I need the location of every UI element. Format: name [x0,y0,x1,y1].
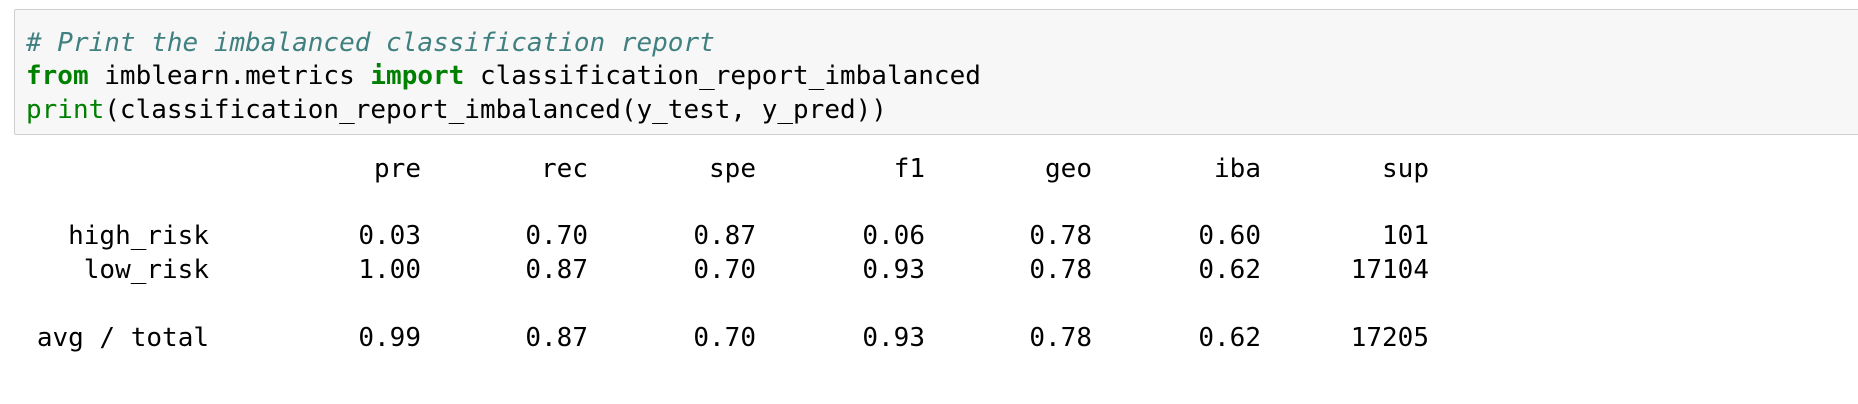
code-comment: # Print the imbalanced classification re… [26,28,715,58]
value-geo: 0.78 [1029,221,1092,251]
value-f1: 0.93 [862,255,925,285]
value-rec: 0.87 [525,323,588,353]
value-spe: 0.70 [693,255,756,285]
imported-name: classification_report_imbalanced [464,61,981,91]
value-iba: 0.60 [1198,221,1261,251]
report-row-avg-total: avg / total 0.99 0.87 0.70 0.93 0.78 0.6… [26,321,1429,355]
report-header-row: pre rec spe f1 geo iba sup [26,152,1429,186]
value-pre: 0.03 [358,221,421,251]
code-line-comment: # Print the imbalanced classification re… [26,26,715,60]
header-sup: sup [1382,154,1429,184]
header-pre: pre [374,154,421,184]
value-pre: 1.00 [358,255,421,285]
print-call-args: (classification_report_imbalanced(y_test… [104,95,887,125]
value-spe: 0.87 [693,221,756,251]
header-spe: spe [709,154,756,184]
builtin-print: print [26,95,105,125]
code-line-print: print(classification_report_imbalanced(y… [26,93,887,127]
value-rec: 0.87 [525,255,588,285]
row-label: low_risk [83,255,209,285]
value-sup: 101 [1382,221,1429,251]
keyword-from: from [26,61,89,91]
keyword-import: import [370,61,465,91]
value-iba: 0.62 [1198,255,1261,285]
code-line-import: from imblearn.metrics import classificat… [26,59,981,93]
value-iba: 0.62 [1198,323,1261,353]
value-sup: 17205 [1350,323,1429,353]
value-rec: 0.70 [525,221,588,251]
header-iba: iba [1214,154,1261,184]
value-geo: 0.78 [1029,255,1092,285]
header-geo: geo [1045,154,1092,184]
header-f1: f1 [893,154,925,184]
report-row-low-risk: low_risk 1.00 0.87 0.70 0.93 0.78 0.62 1… [26,253,1429,287]
header-rec: rec [541,154,588,184]
value-sup: 17104 [1350,255,1429,285]
value-spe: 0.70 [693,323,756,353]
module-name: imblearn.metrics [88,61,371,91]
value-geo: 0.78 [1029,323,1092,353]
value-f1: 0.93 [862,323,925,353]
value-f1: 0.06 [862,221,925,251]
code-cell[interactable]: # Print the imbalanced classification re… [14,9,1858,135]
row-label: avg / total [36,323,209,353]
report-row-high-risk: high_risk 0.03 0.70 0.87 0.06 0.78 0.60 … [26,219,1429,253]
row-label: high_risk [68,221,209,251]
value-pre: 0.99 [358,323,421,353]
